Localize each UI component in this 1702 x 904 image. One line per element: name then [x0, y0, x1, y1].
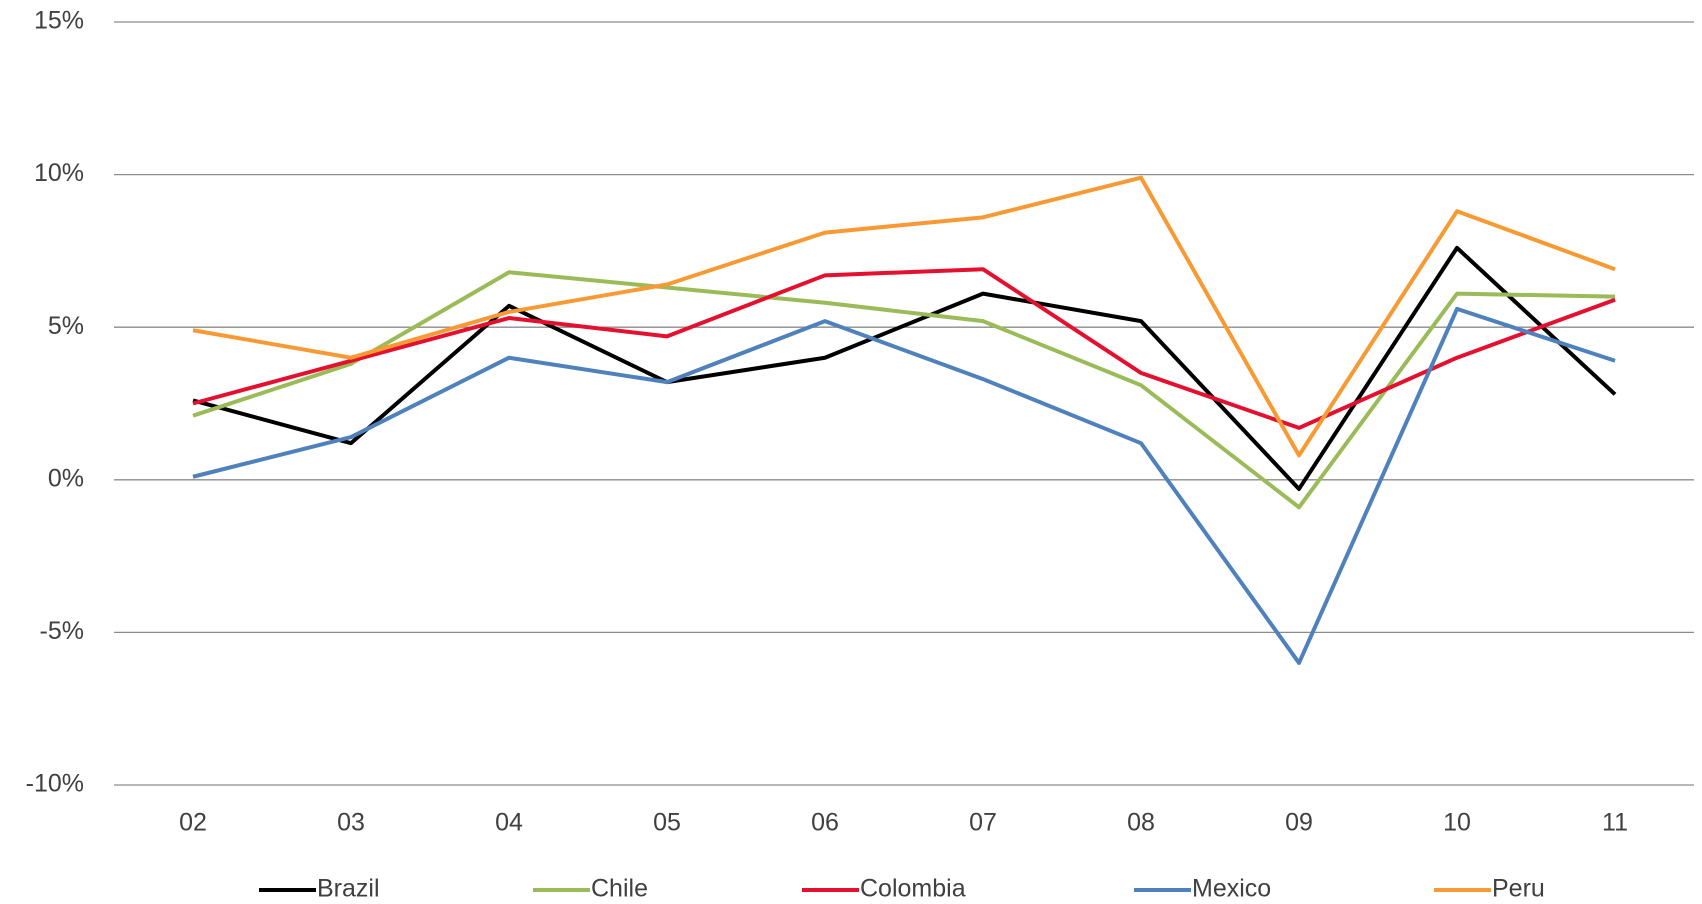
legend-label: Colombia: [860, 875, 966, 903]
x-tick-label: 07: [969, 809, 997, 837]
x-tick-label: 08: [1127, 809, 1155, 837]
series-line: [192, 175, 1616, 458]
series-line: [192, 267, 1616, 430]
x-tick-label: 09: [1285, 809, 1313, 837]
x-tick-label: 10: [1443, 809, 1471, 837]
series-line: [192, 306, 1616, 665]
x-tick-label: 11: [1602, 809, 1628, 837]
legend-label: Brazil: [317, 875, 380, 903]
series-line: [192, 245, 1617, 491]
x-tick-label: 06: [811, 809, 839, 837]
y-tick-label: 0%: [48, 464, 84, 492]
y-tick-label: 15%: [34, 7, 84, 35]
y-tick-label: -5%: [40, 617, 84, 645]
y-tick-label: -10%: [26, 770, 84, 798]
x-tick-label: 04: [495, 809, 523, 837]
series-line: [192, 270, 1616, 510]
y-tick-label: 5%: [48, 312, 84, 340]
legend-label: Mexico: [1192, 875, 1271, 903]
x-tick-label: 03: [337, 809, 365, 837]
x-tick-label: 05: [653, 809, 681, 837]
x-tick-label: 02: [179, 809, 207, 837]
legend-label: Peru: [1492, 875, 1545, 903]
legend-label: Chile: [591, 875, 648, 903]
y-tick-label: 10%: [34, 159, 84, 187]
